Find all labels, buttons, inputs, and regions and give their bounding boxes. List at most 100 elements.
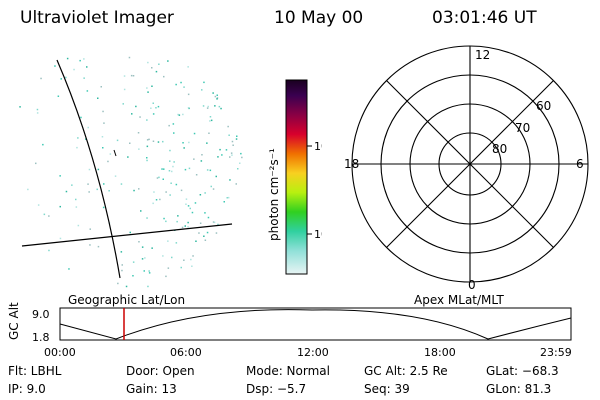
emission-pixel — [107, 160, 109, 163]
emission-pixel — [169, 194, 171, 196]
emission-pixel — [152, 202, 154, 205]
emission-pixel — [170, 182, 172, 184]
emission-pixel — [227, 196, 230, 199]
emission-pixel — [102, 206, 105, 209]
emission-pixel — [184, 225, 186, 227]
mlt-line-diag — [386, 80, 554, 248]
emission-pixel — [227, 125, 229, 128]
emission-pixel — [135, 105, 137, 108]
emission-pixel — [140, 210, 142, 212]
longitude-line — [56, 59, 121, 279]
time-tick-label: 06:00 — [170, 346, 202, 359]
emission-pixel — [213, 221, 216, 224]
emission-pixel — [60, 78, 62, 80]
emission-pixel — [138, 188, 140, 190]
emission-pixel — [192, 255, 194, 257]
emission-pixel — [182, 113, 184, 116]
emission-pixel — [35, 162, 37, 165]
emission-pixel — [239, 162, 241, 164]
grid-tick — [113, 149, 117, 157]
emission-pixel — [199, 194, 202, 196]
emission-pixel — [155, 107, 157, 109]
altitude-tick-label: 9.0 — [32, 308, 50, 321]
emission-pixel — [207, 216, 210, 219]
mlt-label-0: 0 — [468, 278, 476, 292]
emission-pixel — [151, 67, 153, 69]
emission-pixel — [223, 201, 225, 203]
emission-pixel — [141, 258, 144, 260]
emission-pixel — [87, 126, 89, 129]
emission-pixel — [191, 211, 194, 214]
emission-pixel — [217, 223, 219, 226]
emission-pixel — [59, 237, 62, 240]
emission-pixel — [138, 148, 140, 150]
emission-pixel — [146, 217, 148, 219]
gain-info: Gain: 13 — [126, 382, 177, 396]
emission-pixel — [127, 156, 129, 158]
emission-pixel — [143, 270, 145, 272]
emission-pixel — [108, 190, 110, 192]
emission-pixel — [216, 94, 218, 96]
emission-pixel — [228, 134, 230, 136]
emission-pixel — [125, 285, 128, 288]
emission-pixel — [220, 107, 222, 110]
emission-pixel — [175, 183, 178, 186]
emission-pixel — [132, 275, 134, 277]
emission-pixel — [89, 244, 91, 246]
emission-pixel — [187, 226, 189, 228]
gc-alt-info: GC Alt: 2.5 Re — [364, 364, 448, 378]
emission-pixel — [221, 154, 223, 156]
lat-label-80: 80 — [492, 142, 507, 156]
emission-pixel — [231, 154, 233, 156]
mlt-label-18: 18 — [344, 157, 359, 171]
emission-pixel — [157, 141, 160, 143]
emission-pixel — [175, 242, 178, 244]
emission-pixel — [132, 261, 135, 263]
emission-pixel — [163, 168, 165, 170]
emission-pixel — [109, 153, 112, 155]
emission-pixel — [229, 179, 231, 181]
emission-pixel — [173, 161, 175, 163]
emission-pixel — [68, 268, 70, 270]
emission-pixel — [36, 108, 39, 111]
emission-pixel — [171, 256, 173, 259]
emission-pixel — [167, 240, 169, 242]
emission-pixel — [180, 81, 182, 84]
latitude-line — [21, 223, 233, 247]
lat-label-70: 70 — [515, 121, 530, 135]
emission-pixel — [100, 86, 102, 88]
emission-pixel — [175, 83, 177, 86]
date-label: 10 May 00 — [274, 8, 364, 28]
emission-pixel — [177, 113, 179, 116]
emission-pixel — [190, 258, 192, 261]
emission-pixel — [182, 142, 184, 144]
emission-pixel — [132, 75, 135, 77]
emission-pixel — [187, 66, 189, 68]
emission-pixel — [165, 220, 167, 223]
emission-pixel — [229, 156, 231, 158]
emission-pixel — [131, 113, 133, 115]
door-info: Door: Open — [126, 364, 195, 378]
emission-pixel — [173, 132, 175, 134]
emission-pixel — [97, 168, 100, 171]
emission-pixel — [102, 110, 104, 113]
time-tick-label: 18:00 — [424, 346, 456, 359]
emission-pixel — [161, 168, 163, 170]
emission-pixel — [147, 61, 149, 64]
time-label: 03:01:46 UT — [432, 8, 537, 28]
emission-pixel — [187, 93, 190, 96]
emission-pixel — [83, 58, 85, 60]
emission-pixel — [219, 148, 221, 151]
altitude-curve — [59, 309, 572, 340]
emission-pixel — [120, 183, 123, 185]
emission-pixel — [215, 232, 218, 234]
emission-pixel — [19, 106, 21, 108]
emission-pixel — [156, 177, 159, 179]
emission-pixel — [209, 116, 212, 118]
emission-pixel — [146, 119, 148, 121]
emission-pixel — [48, 215, 50, 217]
emission-pixel — [206, 107, 209, 109]
emission-pixel — [177, 215, 179, 217]
emission-pixel — [193, 158, 195, 160]
emission-pixel — [203, 81, 205, 84]
